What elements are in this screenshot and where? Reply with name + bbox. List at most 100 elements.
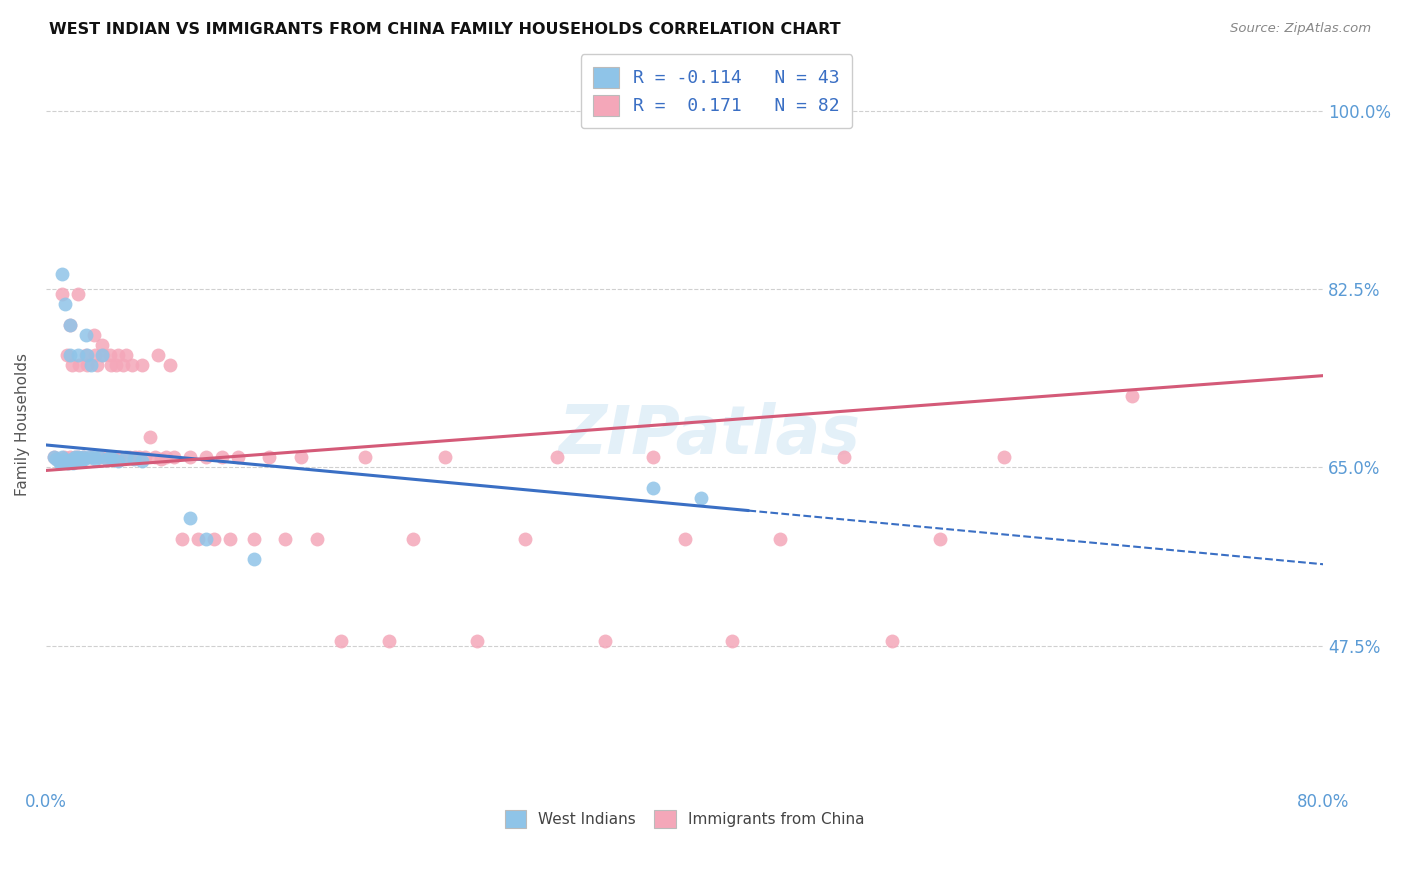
Point xyxy=(66,450,89,465)
Point xyxy=(65,452,87,467)
Point xyxy=(163,450,186,465)
Point xyxy=(98,450,121,465)
Point xyxy=(124,450,146,465)
Point xyxy=(59,318,82,332)
Point xyxy=(53,452,76,467)
Point xyxy=(721,633,744,648)
Point xyxy=(66,348,89,362)
Point xyxy=(274,532,297,546)
Point xyxy=(76,359,98,373)
Point xyxy=(48,454,70,468)
Point xyxy=(51,287,73,301)
Point xyxy=(65,454,87,468)
Point xyxy=(51,267,73,281)
Point xyxy=(87,450,110,465)
Point xyxy=(146,348,169,362)
Point xyxy=(93,348,115,362)
Point xyxy=(42,450,65,465)
Point xyxy=(66,450,89,465)
Point xyxy=(307,532,329,546)
Point xyxy=(70,454,93,468)
Point xyxy=(55,348,77,362)
Point xyxy=(49,454,72,468)
Point xyxy=(101,452,124,467)
Point xyxy=(60,359,83,373)
Point xyxy=(434,450,457,465)
Point xyxy=(194,532,217,546)
Point xyxy=(59,450,82,465)
Point xyxy=(100,359,122,373)
Text: WEST INDIAN VS IMMIGRANTS FROM CHINA FAMILY HOUSEHOLDS CORRELATION CHART: WEST INDIAN VS IMMIGRANTS FROM CHINA FAM… xyxy=(49,22,841,37)
Point xyxy=(89,450,111,465)
Point xyxy=(59,318,82,332)
Point xyxy=(218,532,240,546)
Point xyxy=(62,452,84,467)
Point xyxy=(59,348,82,362)
Point xyxy=(159,359,181,373)
Point xyxy=(402,532,425,546)
Point xyxy=(75,327,97,342)
Point xyxy=(378,633,401,648)
Point xyxy=(242,552,264,566)
Point xyxy=(202,532,225,546)
Point xyxy=(101,450,124,465)
Point xyxy=(194,450,217,465)
Point xyxy=(149,452,172,467)
Point xyxy=(121,359,143,373)
Point xyxy=(79,450,101,465)
Point xyxy=(179,511,201,525)
Point xyxy=(179,450,201,465)
Point xyxy=(143,450,166,465)
Point xyxy=(49,456,72,470)
Point xyxy=(929,532,952,546)
Point xyxy=(52,450,75,465)
Point xyxy=(42,450,65,465)
Point xyxy=(226,450,249,465)
Point xyxy=(51,450,73,465)
Point xyxy=(641,450,664,465)
Point xyxy=(45,452,67,467)
Point xyxy=(354,450,377,465)
Point xyxy=(993,450,1015,465)
Point xyxy=(832,450,855,465)
Point xyxy=(90,338,112,352)
Point xyxy=(114,348,136,362)
Point xyxy=(155,450,177,465)
Point xyxy=(769,532,792,546)
Point xyxy=(170,532,193,546)
Point xyxy=(72,450,94,465)
Point xyxy=(83,327,105,342)
Text: Source: ZipAtlas.com: Source: ZipAtlas.com xyxy=(1230,22,1371,36)
Point xyxy=(105,359,128,373)
Y-axis label: Family Households: Family Households xyxy=(15,352,30,496)
Point xyxy=(96,450,118,465)
Point xyxy=(69,359,91,373)
Point xyxy=(211,450,233,465)
Point xyxy=(139,430,162,444)
Text: ZIPatlas: ZIPatlas xyxy=(560,402,860,468)
Point xyxy=(131,454,153,468)
Point xyxy=(641,481,664,495)
Point xyxy=(1121,389,1143,403)
Point xyxy=(52,452,75,467)
Point xyxy=(134,450,156,465)
Point xyxy=(118,450,141,465)
Point xyxy=(63,450,86,465)
Point xyxy=(73,452,96,467)
Point xyxy=(66,287,89,301)
Point xyxy=(593,633,616,648)
Point xyxy=(98,348,121,362)
Point xyxy=(90,348,112,362)
Point xyxy=(58,454,80,468)
Point xyxy=(290,450,312,465)
Point xyxy=(84,348,107,362)
Point xyxy=(128,450,150,465)
Point xyxy=(62,456,84,470)
Legend: West Indians, Immigrants from China: West Indians, Immigrants from China xyxy=(496,803,872,836)
Point xyxy=(55,454,77,468)
Point xyxy=(673,532,696,546)
Point xyxy=(330,633,353,648)
Point xyxy=(79,359,101,373)
Point xyxy=(53,297,76,311)
Point xyxy=(689,491,711,505)
